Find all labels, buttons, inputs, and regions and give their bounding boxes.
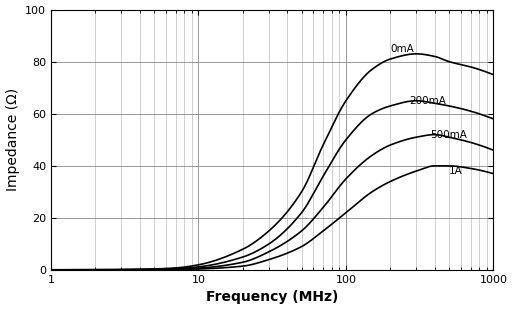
Text: 1A: 1A — [449, 166, 463, 176]
Text: 0mA: 0mA — [390, 44, 414, 54]
Text: 200mA: 200mA — [409, 96, 446, 106]
Text: 500mA: 500mA — [430, 130, 467, 140]
Y-axis label: Impedance (Ω): Impedance (Ω) — [6, 88, 19, 191]
X-axis label: Frequency (MHz): Frequency (MHz) — [206, 290, 339, 304]
